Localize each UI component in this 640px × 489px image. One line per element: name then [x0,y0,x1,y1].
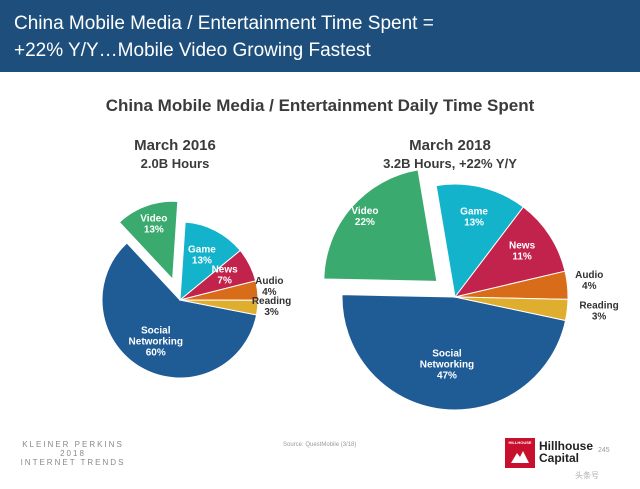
mountain-icon [511,451,529,463]
hillhouse-logo-mark: HILLHOUSE [505,438,535,468]
logo-text-line-2: Capital [539,451,580,465]
footer-year-line: 2018 [60,449,86,458]
footer-report-line: INTERNET TRENDS [20,458,126,467]
right-chart-title: March 2018 [409,137,491,154]
title-banner: China Mobile Media / Entertainment Time … [0,0,640,72]
banner-title-line-1: China Mobile Media / Entertainment Time … [14,13,434,34]
pie-right-slice-game [435,183,525,299]
left-chart-heading: March 2016 2.0B Hours [90,137,260,171]
page-number: 245 [598,447,610,454]
pie-left-label-game: Game 13% [188,244,216,266]
chart-main-title: China Mobile Media / Entertainment Daily… [105,96,535,115]
pie-right-label-reading: Reading 3% [579,301,618,323]
pie-right-label-social-networking: Social Networking 47% [420,349,474,382]
pie-left-label-social-networking: Social Networking 60% [129,326,183,359]
pie-left-label-audio: Audio 4% [255,276,283,298]
right-chart-subtitle: 3.2B Hours, +22% Y/Y [383,156,517,171]
left-chart-title: March 2016 [134,137,216,154]
pie-right-slice-reading [454,296,569,322]
source-note: Source: QuestMobile (3/18) [283,442,357,448]
logo-text-line-1: Hillhouse [539,439,594,453]
pie-right-label-video: Video 22% [351,206,378,228]
pie-left-slice-reading [179,299,259,316]
pie-right-label-news: News 11% [509,240,536,262]
watermark: 头条号 [575,471,599,480]
pie-left-label-video: Video 13% [140,214,167,236]
footer-brand-line: KLEINER PERKINS [22,440,124,449]
pie-right-slice-video [323,169,438,282]
pie-left-label-news: News 7% [212,264,239,286]
hillhouse-logo-text: Hillhouse Capital [539,440,593,464]
banner-title-line-2: +22% Y/Y…Mobile Video Growing Fastest [14,40,371,61]
left-chart-subtitle: 2.0B Hours [140,156,210,171]
pie-left-slice-video [118,200,179,281]
pie-right-slice-news [453,206,566,298]
hillhouse-logo-box-label: HILLHOUSE [508,440,532,445]
pie-left-slice-social-networking [101,242,258,379]
kleiner-perkins-footer: KLEINER PERKINS 2018 INTERNET TRENDS [14,440,132,467]
pie-left-label-reading: Reading 3% [252,296,291,318]
pie-left-slice-game [179,221,241,302]
pie-right-label-game: Game 13% [460,206,488,228]
pie-right-label-audio: Audio 4% [575,270,603,292]
pie-right-slice-social-networking [341,294,567,411]
right-chart-heading: March 2018 3.2B Hours, +22% Y/Y [350,137,550,171]
